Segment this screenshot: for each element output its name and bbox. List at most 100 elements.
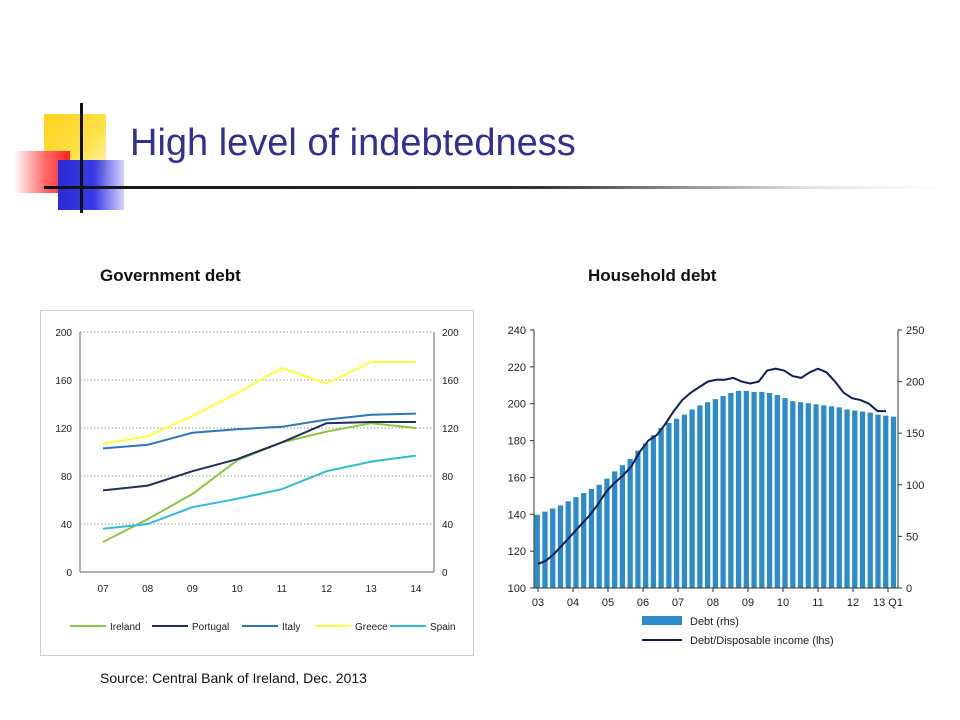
debt-bar <box>828 406 835 588</box>
legend-label: Portugal <box>192 622 229 633</box>
debt-bar <box>697 405 703 588</box>
government-debt-chart: 0 40 80 120 160 200 0 40 80 120 160 200 07 08 09 10 11 12… <box>40 310 474 656</box>
y-tick-label: 0 <box>66 568 72 579</box>
x-tick-label: 09 <box>742 597 754 609</box>
x-tick-label: 07 <box>97 584 109 595</box>
chart-frame <box>40 310 474 656</box>
legend-label: Debt (rhs) <box>690 616 739 628</box>
debt-bar <box>681 414 688 588</box>
y2-tick-label: 250 <box>906 325 924 337</box>
debt-bar <box>643 443 649 588</box>
debt-bar <box>619 465 626 588</box>
source-note: Source: Central Bank of Ireland, Dec. 20… <box>100 670 367 686</box>
y2-tick-label: 40 <box>442 520 454 531</box>
y2-tick-label: 100 <box>906 480 924 492</box>
debt-bar <box>844 409 850 588</box>
debt-bar <box>867 412 873 588</box>
debt-bar <box>890 416 897 588</box>
y-tick-label: 200 <box>508 399 526 411</box>
x-tick-label: 06 <box>637 597 649 609</box>
decor-blue-square <box>58 160 124 210</box>
debt-bar <box>635 450 641 588</box>
y-tick-label: 100 <box>508 583 526 595</box>
y2-tick-label: 120 <box>442 424 459 435</box>
x-tick-label: 10 <box>232 584 244 595</box>
x-tick-label: 12 <box>321 584 333 595</box>
debt-bar <box>550 508 556 588</box>
debt-bar <box>542 511 548 588</box>
y-tick-label: 160 <box>508 472 526 484</box>
slide-title: High level of indebtedness <box>130 122 576 164</box>
y-tick-label: 40 <box>61 520 73 531</box>
debt-bar <box>813 404 819 588</box>
y-tick-label: 120 <box>508 546 526 558</box>
debt-bar <box>689 409 695 588</box>
y-tick-label: 200 <box>55 328 72 339</box>
household-debt-chart: 1001201401601802002202400501001502002500… <box>508 325 925 647</box>
x-tick-label: 08 <box>142 584 154 595</box>
debt-bar <box>573 497 579 588</box>
debt-bar <box>782 398 788 588</box>
legend-label: Ireland <box>110 622 141 633</box>
debt-bar <box>766 392 773 588</box>
debt-bar <box>805 403 811 588</box>
debt-bar <box>774 395 780 588</box>
y2-tick-label: 160 <box>442 376 459 387</box>
debt-bar <box>790 401 796 588</box>
y-tick-label: 240 <box>508 325 526 337</box>
y-tick-label: 160 <box>55 376 72 387</box>
debt-bar <box>612 471 618 588</box>
debt-bar <box>751 391 757 588</box>
series-line-portugal <box>102 421 416 492</box>
x-tick-label: 13 <box>366 584 378 595</box>
debt-bar <box>674 418 680 588</box>
debt-bar <box>704 402 711 588</box>
x-tick-label: 11 <box>277 584 288 595</box>
x-tick-label: 11 <box>812 597 823 609</box>
series-line-spain <box>102 454 417 530</box>
debt-bar <box>627 459 633 588</box>
debt-bar <box>875 414 881 588</box>
debt-bar <box>581 493 587 588</box>
y2-tick-label: 80 <box>442 472 454 483</box>
debt-bar <box>859 411 866 588</box>
decor-horizontal-rule <box>44 186 944 189</box>
legend-swatch <box>642 616 682 625</box>
y2-tick-label: 150 <box>906 428 924 440</box>
y-tick-label: 140 <box>508 509 526 521</box>
legend-label: Spain <box>430 622 456 633</box>
debt-bar <box>588 488 595 588</box>
debt-bar <box>759 391 765 588</box>
y2-tick-label: 50 <box>906 531 918 543</box>
legend-label: Debt/Disposable income (lhs) <box>690 635 834 647</box>
debt-bar <box>728 392 734 588</box>
debt-bar <box>604 478 610 588</box>
government-debt-heading: Government debt <box>100 266 241 285</box>
debt-bar <box>883 415 889 588</box>
debt-bar <box>720 396 726 588</box>
debt-bar <box>534 514 540 588</box>
debt-bar <box>743 390 749 588</box>
y2-tick-label: 200 <box>442 328 459 339</box>
x-tick-label: 08 <box>707 597 719 609</box>
debt-bar <box>666 422 672 588</box>
household-debt-heading: Household debt <box>588 266 717 285</box>
decor-vertical-rule <box>80 103 83 213</box>
debt-bar <box>565 501 571 588</box>
debt-bar <box>821 405 827 588</box>
ratio-line <box>537 367 886 565</box>
y-tick-label: 80 <box>61 472 73 483</box>
y2-tick-label: 0 <box>442 568 448 579</box>
y2-tick-label: 0 <box>906 583 912 595</box>
x-tick-label: 14 <box>410 584 422 595</box>
x-tick-label: 10 <box>777 597 789 609</box>
x-tick-label: 03 <box>532 597 544 609</box>
legend-label: Greece <box>355 622 388 633</box>
debt-bar <box>650 435 657 588</box>
x-tick-label: 13 Q1 <box>873 597 903 609</box>
debt-bar <box>596 484 602 588</box>
y-tick-label: 120 <box>55 424 72 435</box>
x-tick-label: 12 <box>847 597 859 609</box>
series-line-greece <box>102 361 416 445</box>
x-tick-label: 05 <box>602 597 614 609</box>
